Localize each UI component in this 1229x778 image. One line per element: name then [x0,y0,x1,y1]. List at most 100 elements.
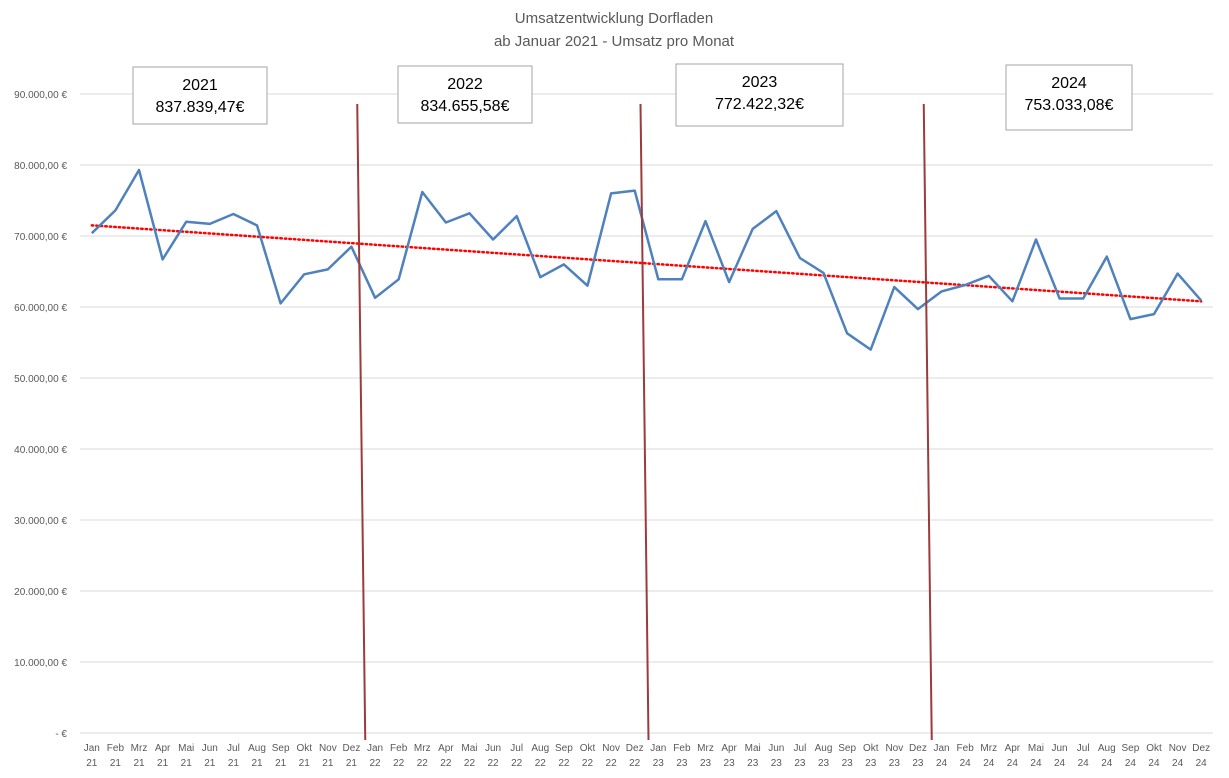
x-tick-month: Mai [745,743,761,754]
x-tick-month: Dez [343,743,361,754]
annotation-year: 2022 [447,76,483,93]
x-tick-month: Aug [815,743,833,754]
annotation-box [675,63,844,127]
x-tick-year: 24 [1054,758,1066,769]
year-dividers [356,103,933,741]
x-tick-month: Apr [438,743,454,754]
x-tick-year: 24 [936,758,948,769]
x-tick-year: 23 [889,758,901,769]
annotation-2022: 2022 834.655,58€ [397,65,533,124]
x-tick-month: Mrz [697,743,714,754]
x-tick-month: Mrz [980,743,997,754]
x-tick-month: Okt [1146,743,1162,754]
x-tick-year: 21 [251,758,263,769]
x-tick-year: 24 [983,758,995,769]
x-tick-year: 23 [794,758,806,769]
x-axis-ticks: Jan 21 Feb 21 Mrz 21 Apr 21 Mai 21 Jun 21 Jul 21 Aug 21… [84,743,1210,769]
annotation-box [1005,64,1133,131]
x-tick-year: 21 [299,758,311,769]
y-tick-label: 70.000,00 € [14,232,67,243]
year-divider [922,103,933,741]
annotation-year: 2021 [182,77,218,94]
x-tick-month: Aug [1098,743,1116,754]
x-tick-year: 23 [724,758,736,769]
x-tick-month: Aug [531,743,549,754]
chart-subtitle: ab Januar 2021 - Umsatz pro Monat [494,33,735,50]
annotation-total: 834.655,58€ [421,98,510,115]
x-tick-year: 23 [700,758,712,769]
x-tick-year: 21 [346,758,358,769]
y-tick-label: - € [55,729,67,740]
x-tick-month: Nov [885,743,903,754]
x-tick-month: Jan [650,743,666,754]
x-tick-month: Jul [510,743,523,754]
x-tick-year: 24 [1172,758,1184,769]
chart-title: Umsatzentwicklung Dorfladen [515,10,713,27]
x-tick-month: Jan [84,743,100,754]
x-tick-year: 23 [771,758,783,769]
x-tick-month: Sep [1121,743,1139,754]
x-tick-month: Jun [1052,743,1068,754]
x-tick-year: 23 [818,758,830,769]
x-tick-year: 23 [842,758,854,769]
x-tick-year: 21 [204,758,216,769]
x-tick-year: 21 [275,758,287,769]
annotation-total: 772.422,32€ [715,96,804,113]
y-tick-label: 50.000,00 € [14,374,67,385]
y-tick-label: 10.000,00 € [14,658,67,669]
x-tick-month: Dez [909,743,927,754]
x-tick-year: 24 [1030,758,1042,769]
x-tick-month: Feb [107,743,125,754]
x-tick-month: Feb [390,743,408,754]
x-tick-year: 22 [488,758,500,769]
x-tick-year: 24 [1078,758,1090,769]
year-divider [356,103,367,741]
x-tick-month: Mrz [414,743,431,754]
x-tick-month: Jan [367,743,383,754]
x-tick-month: Nov [602,743,620,754]
x-tick-month: Okt [296,743,312,754]
x-tick-year: 24 [1148,758,1160,769]
x-tick-year: 22 [629,758,641,769]
y-tick-label: 60.000,00 € [14,303,67,314]
x-tick-month: Aug [248,743,266,754]
annotations: 2021 837.839,47€ 2022 834.655,58€ 2023 772.42… [132,63,1133,131]
annotation-year: 2023 [742,74,778,91]
x-tick-month: Jan [933,743,949,754]
x-tick-year: 22 [393,758,405,769]
x-tick-month: Okt [580,743,596,754]
x-tick-year: 22 [606,758,618,769]
x-tick-month: Jul [227,743,240,754]
x-tick-month: Mai [1028,743,1044,754]
x-tick-year: 23 [676,758,688,769]
x-tick-year: 23 [912,758,924,769]
x-tick-month: Mai [178,743,194,754]
annotation-total: 753.033,08€ [1025,97,1114,114]
x-tick-month: Apr [721,743,737,754]
series-layer [90,168,1203,351]
x-tick-month: Jun [485,743,501,754]
x-tick-year: 22 [582,758,594,769]
year-divider [639,103,650,741]
x-tick-year: 24 [1101,758,1113,769]
x-tick-month: Jul [794,743,807,754]
x-tick-year: 22 [535,758,547,769]
x-tick-year: 24 [1007,758,1019,769]
x-tick-year: 24 [1125,758,1137,769]
x-tick-year: 22 [417,758,429,769]
x-tick-month: Sep [555,743,573,754]
annotation-2021: 2021 837.839,47€ [132,66,268,125]
x-tick-year: 23 [747,758,759,769]
y-axis-ticks: - € 10.000,00 € 20.000,00 € 30.000,00 € 40.0… [14,90,67,740]
x-tick-year: 22 [440,758,452,769]
x-tick-year: 21 [228,758,240,769]
x-tick-year: 23 [653,758,665,769]
x-tick-year: 23 [865,758,877,769]
annotation-2023: 2023 772.422,32€ [675,63,844,127]
x-tick-year: 21 [157,758,169,769]
x-tick-month: Jul [1077,743,1090,754]
x-tick-month: Mai [461,743,477,754]
x-tick-month: Sep [838,743,856,754]
x-tick-month: Dez [1192,743,1210,754]
